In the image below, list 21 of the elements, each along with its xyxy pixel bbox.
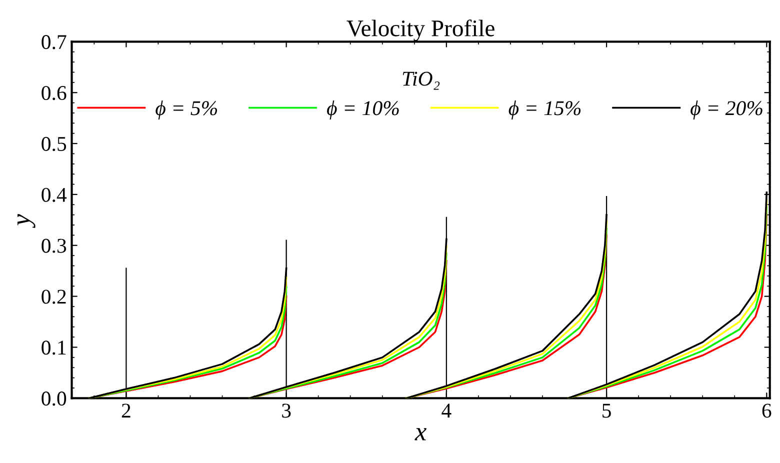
y-tick-label: 0.7 bbox=[42, 35, 66, 50]
y-tick-label: 0.3 bbox=[42, 238, 66, 253]
y-tick-label: 0.1 bbox=[42, 340, 66, 355]
y-tick-label: 0.4 bbox=[42, 188, 67, 202]
legend-title: TiO₂ bbox=[402, 72, 440, 90]
x-tick-label: 6 bbox=[762, 404, 772, 418]
y-axis-title: y bbox=[17, 214, 36, 228]
legend-label: ϕ = 5% bbox=[156, 100, 218, 120]
y-tick-label: 0.6 bbox=[42, 86, 66, 100]
legend-label: ϕ = 10% bbox=[327, 100, 399, 120]
x-axis-title: x bbox=[414, 428, 426, 440]
y-tick-label: 0.0 bbox=[42, 392, 66, 406]
x-tick-label: 3 bbox=[282, 404, 291, 418]
x-tick-label: 2 bbox=[122, 404, 130, 418]
x-tick-label: 4 bbox=[442, 404, 452, 418]
x-tick-label: 5 bbox=[602, 404, 611, 418]
legend-label: ϕ = 20% bbox=[690, 100, 762, 120]
y-tick-label: 0.5 bbox=[42, 136, 66, 152]
legend-label: ϕ = 15% bbox=[508, 100, 581, 120]
y-tick-label: 0.2 bbox=[42, 290, 66, 304]
chart-title: Velocity Profile bbox=[346, 19, 494, 42]
